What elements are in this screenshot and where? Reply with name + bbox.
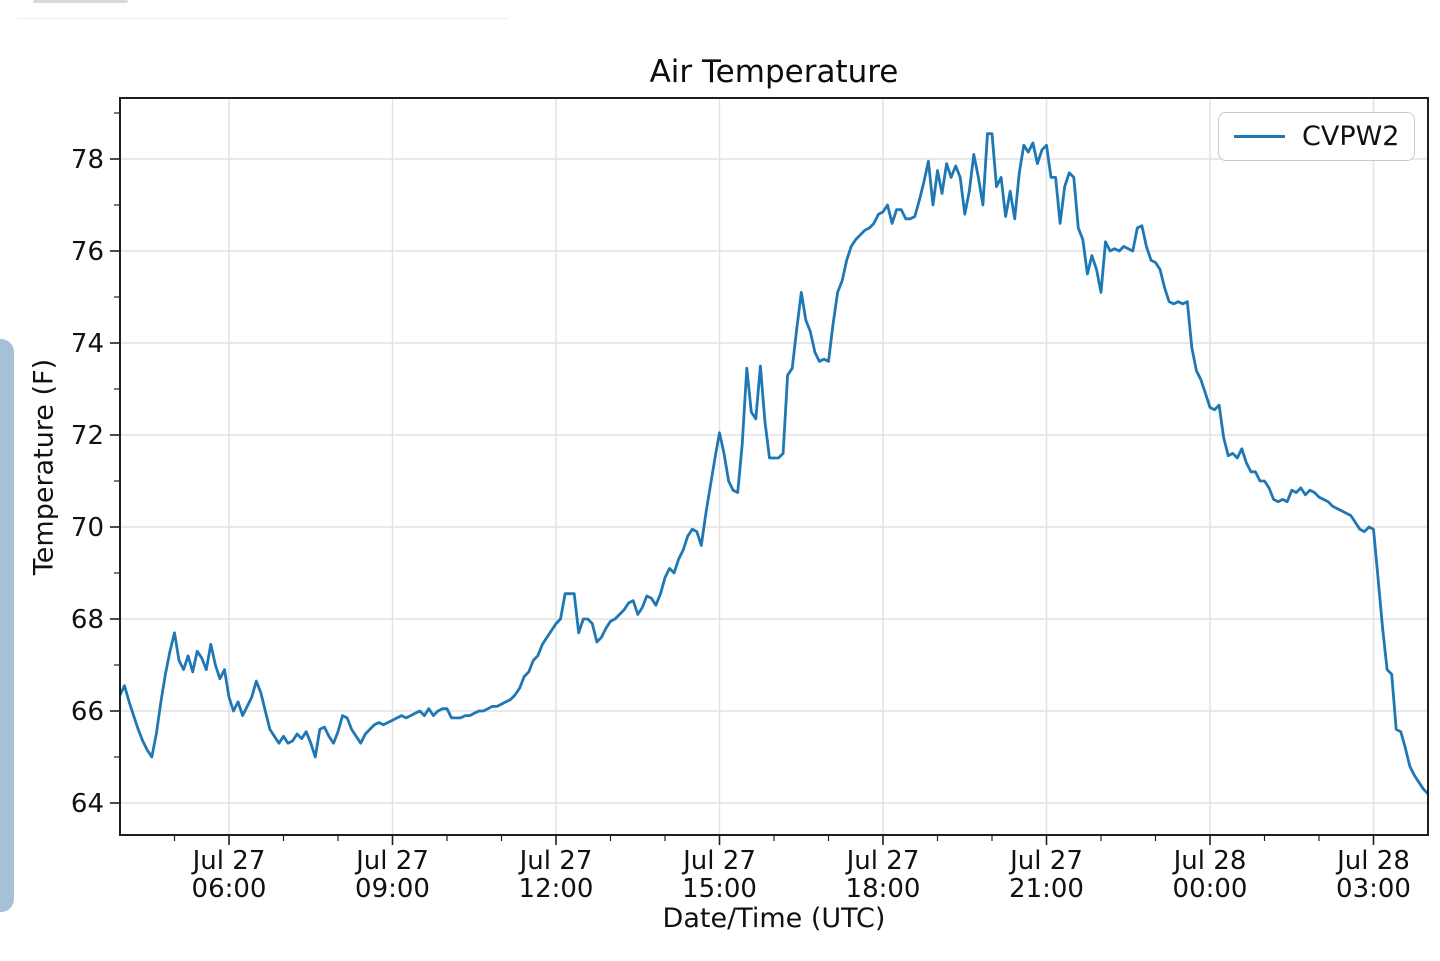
x-tick-label-date: Jul 27	[354, 846, 429, 876]
y-tick-label: 72	[71, 421, 104, 451]
x-tick-label-date: Jul 28	[1335, 846, 1410, 876]
y-tick-label: 68	[71, 605, 104, 635]
legend: CVPW2	[1218, 112, 1415, 161]
y-tick-label: 78	[71, 145, 104, 175]
x-tick-label-time: 12:00	[519, 874, 594, 904]
x-tick-label-date: Jul 27	[518, 846, 593, 876]
y-tick-label: 66	[71, 697, 104, 727]
x-tick-label-date: Jul 27	[191, 846, 266, 876]
legend-series-label: CVPW2	[1302, 121, 1400, 152]
x-tick-label-date: Jul 28	[1172, 846, 1247, 876]
x-tick-label-time: 15:00	[682, 874, 757, 904]
temperature-line	[120, 132, 1428, 796]
left-scrollbar-thumb[interactable]	[0, 339, 14, 912]
x-axis-label: Date/Time (UTC)	[662, 903, 886, 934]
y-tick-label: 74	[71, 329, 104, 359]
chart-title: Air Temperature	[649, 54, 899, 90]
y-tick-label: 64	[71, 789, 104, 819]
x-tick-label-time: 06:00	[192, 874, 267, 904]
x-tick-label-time: 18:00	[846, 874, 921, 904]
y-axis-label: Temperature (F)	[28, 358, 60, 576]
header-divider-line	[17, 18, 508, 19]
x-tick-label-date: Jul 27	[845, 846, 920, 876]
y-tick-label: 70	[71, 513, 104, 543]
window-top-bar	[33, 0, 128, 3]
x-tick-label-time: 21:00	[1009, 874, 1084, 904]
x-tick-label-time: 09:00	[355, 874, 430, 904]
x-tick-label-date: Jul 27	[681, 846, 756, 876]
x-tick-label-date: Jul 27	[1008, 846, 1083, 876]
x-tick-label-time: 03:00	[1336, 874, 1411, 904]
y-tick-label: 76	[71, 237, 104, 267]
legend-line-sample-icon	[1234, 134, 1285, 139]
x-tick-label-time: 00:00	[1173, 874, 1248, 904]
plot-border	[119, 97, 1429, 836]
